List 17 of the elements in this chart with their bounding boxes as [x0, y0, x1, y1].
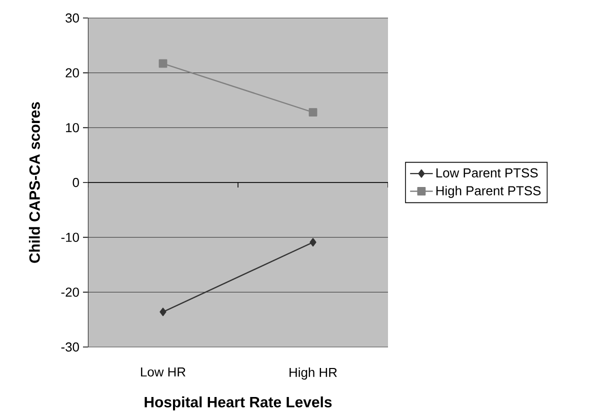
x-tick-label: Low HR: [141, 368, 186, 377]
y-tick-label: 30: [66, 13, 79, 23]
point: [160, 308, 166, 316]
y-tick-label: 10: [66, 123, 79, 132]
y-tick-label: 0: [72, 178, 79, 188]
point: [158, 59, 168, 68]
x-axis-title: Hospital Heart Rate Levels: [144, 396, 332, 410]
x-tick-label: High HR: [290, 368, 337, 380]
y-axis-title: Child CAPS-CA scores: [28, 102, 40, 263]
y-tick-label: -20: [61, 288, 79, 297]
y-tick-label: 20: [66, 68, 79, 78]
point: [310, 238, 316, 246]
point: [308, 108, 318, 117]
y-tick-label: -30: [61, 342, 79, 352]
legend-label: High Parent PTSS: [436, 186, 541, 198]
y-tick-label: -10: [61, 232, 79, 242]
legend-label: Low Parent PTSS: [436, 168, 538, 178]
